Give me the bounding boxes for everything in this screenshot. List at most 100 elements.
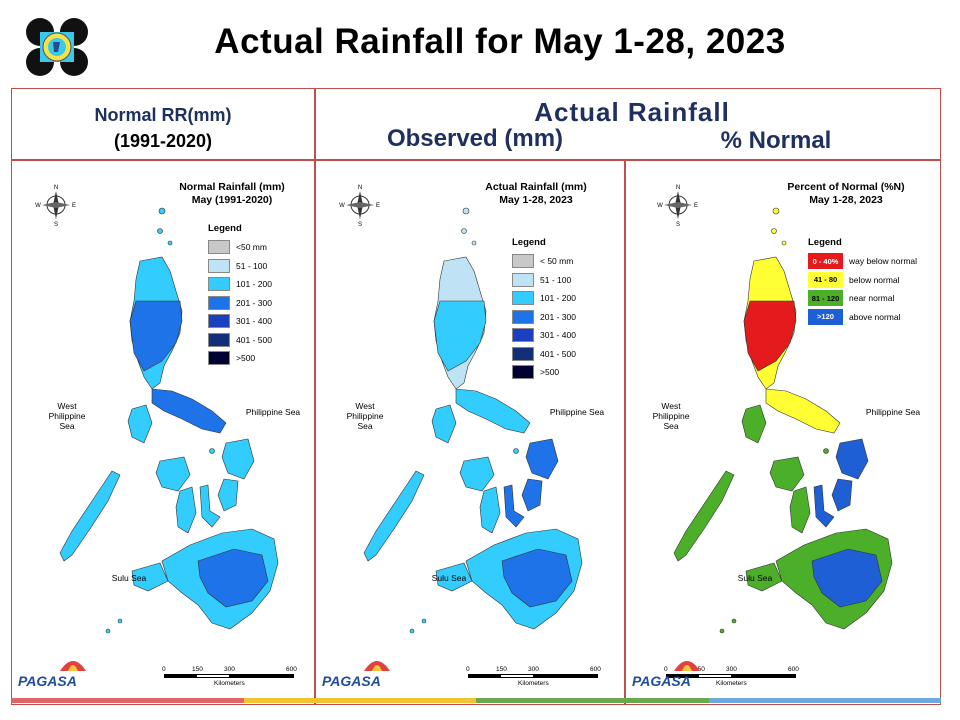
map-title: Percent of Normal (%N) May 1-28, 2023 xyxy=(776,181,916,207)
header-percent-normal: % Normal xyxy=(720,127,832,154)
scale-tick: 150 xyxy=(694,666,705,673)
pagasa-logo: PAGASA xyxy=(632,655,702,695)
samar-island xyxy=(221,438,255,480)
legend-swatch xyxy=(208,277,230,292)
sea-label-west: West Philippine Sea xyxy=(652,401,690,431)
legend-item: 51 - 100 xyxy=(208,257,272,276)
legend-swatch: >120 xyxy=(808,308,843,325)
legend-swatch xyxy=(512,291,534,306)
scale-unit: Kilometers xyxy=(518,680,549,687)
legend-label: 301 - 400 xyxy=(540,330,576,341)
scale-tick: 300 xyxy=(726,666,737,673)
map-panel-actual: N S E W Actual Rainfall (mm) May 1-28, 2… xyxy=(315,160,625,705)
legend-swatch xyxy=(208,332,230,347)
scale-tick: 0 xyxy=(162,666,166,673)
negros-island xyxy=(175,486,197,534)
legend-label: < 50 mm xyxy=(540,256,574,267)
compass-w: W xyxy=(35,203,41,209)
map-title-line2: May 1-28, 2023 xyxy=(499,194,573,206)
legend-swatch xyxy=(512,309,534,324)
scale-tick: 0 xyxy=(664,666,668,673)
leyte-island xyxy=(831,478,853,512)
compass-s: S xyxy=(358,222,362,227)
footer-color-bar xyxy=(11,698,941,703)
legend-label: below normal xyxy=(849,274,900,285)
mindanao-core xyxy=(501,548,573,608)
palawan-island xyxy=(59,470,121,562)
zamboanga-peninsula xyxy=(745,562,783,592)
map-title-line1: Normal Rainfall (mm) xyxy=(179,181,285,193)
legend-item: 51 - 100 xyxy=(512,271,576,290)
scale-tick: 600 xyxy=(286,666,297,673)
legend-swatch xyxy=(208,240,230,255)
legend-label: 401 - 500 xyxy=(236,334,272,345)
scale-tick: 600 xyxy=(788,666,799,673)
scale-tick: 0 xyxy=(466,666,470,673)
compass-e: E xyxy=(376,203,380,209)
mindanao-core xyxy=(811,548,883,608)
samar-island xyxy=(835,438,869,480)
page-title: Actual Rainfall for May 1-28, 2023 xyxy=(214,22,786,61)
legend-item: >120 above normal xyxy=(808,308,917,327)
pagasa-logo: PAGASA xyxy=(322,655,392,695)
legend-title: Legend xyxy=(208,223,242,234)
cebu-bohol xyxy=(813,484,835,528)
pagasa-text: PAGASA xyxy=(632,673,691,689)
legend-item: 41 - 80 below normal xyxy=(808,271,917,290)
map-panel-normal: N S E W Normal Rainfall (mm) May (1991-2… xyxy=(11,160,315,705)
sea-label-east: Philippine Sea xyxy=(245,407,301,417)
pagasa-text: PAGASA xyxy=(18,673,77,689)
mindoro-island xyxy=(431,404,457,444)
legend-swatch: 81 - 120 xyxy=(808,290,843,307)
sea-label-sulu: Sulu Sea xyxy=(431,573,467,583)
compass-n: N xyxy=(54,185,58,191)
legend-label: 51 - 100 xyxy=(540,274,572,285)
scale-bar: 0 150 300 600 Kilometers xyxy=(162,666,304,690)
umbrella-icon xyxy=(674,661,700,671)
legend-swatch xyxy=(512,272,534,287)
legend-swatch xyxy=(208,351,230,366)
legend-label: <50 mm xyxy=(236,242,267,253)
map-title-line2: May 1-28, 2023 xyxy=(809,194,883,206)
legend-label: 51 - 100 xyxy=(236,260,268,271)
zamboanga-peninsula xyxy=(131,562,169,592)
scale-tick: 150 xyxy=(192,666,203,673)
legend-swatch: 0 - 40% xyxy=(808,253,843,270)
legend-item: >500 xyxy=(208,349,272,368)
umbrella-icon xyxy=(60,661,86,671)
legend-swatch xyxy=(208,295,230,310)
scale-bar: 0 150 300 600 Kilometers xyxy=(664,666,806,690)
compass-e: E xyxy=(694,203,698,209)
legend-item: 101 - 200 xyxy=(208,275,272,294)
negros-island xyxy=(479,486,501,534)
legend-label: 401 - 500 xyxy=(540,348,576,359)
map-title-line1: Percent of Normal (%N) xyxy=(787,181,905,193)
legend-item: 0 - 40% way below normal xyxy=(808,252,917,271)
legend-label: >500 xyxy=(236,353,256,364)
legend-item: 201 - 300 xyxy=(208,294,272,313)
legend-swatch xyxy=(208,258,230,273)
header-normal-line2: (1991-2020) xyxy=(113,131,213,151)
legend-swatch: 41 - 80 xyxy=(808,271,843,288)
panay-island xyxy=(459,456,495,492)
scale-tick: 150 xyxy=(496,666,507,673)
leyte-island xyxy=(217,478,239,512)
legend-swatch xyxy=(512,254,534,269)
header-observed: Observed (mm) xyxy=(386,125,564,152)
map-title: Actual Rainfall (mm) May 1-28, 2023 xyxy=(476,181,596,207)
sea-label-west: West Philippine Sea xyxy=(346,401,384,431)
legend-label: near normal xyxy=(849,293,895,304)
umbrella-icon xyxy=(364,661,390,671)
header-normal-line1: Normal RR(mm) xyxy=(94,105,232,125)
sea-label-east: Philippine Sea xyxy=(865,407,921,417)
legend-item: 401 - 500 xyxy=(512,345,576,364)
legend-swatch xyxy=(512,328,534,343)
sea-label-west: West Philippine Sea xyxy=(48,401,86,431)
legend-range: 0 - 40% xyxy=(812,256,839,266)
compass-w: W xyxy=(339,203,345,209)
pagasa-text: PAGASA xyxy=(322,673,381,689)
leyte-island xyxy=(521,478,543,512)
legend-range: >120 xyxy=(817,312,834,322)
mindoro-island xyxy=(741,404,767,444)
compass-rose-icon: N S E W xyxy=(35,185,76,227)
